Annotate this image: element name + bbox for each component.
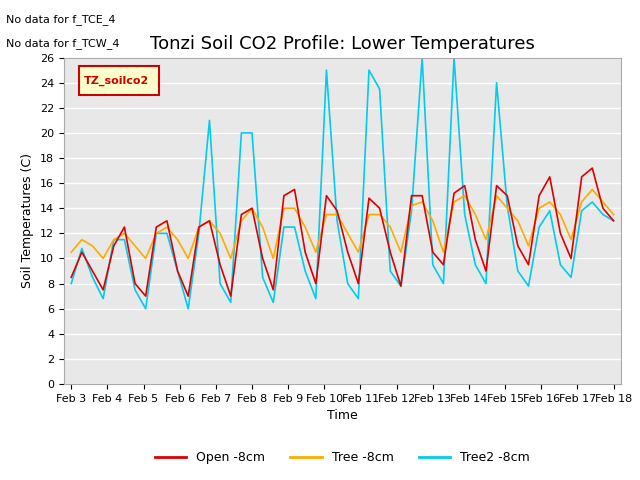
Y-axis label: Soil Temperatures (C): Soil Temperatures (C) xyxy=(22,153,35,288)
Tree -8cm xyxy=(429,218,436,224)
Tree2 -8cm xyxy=(333,218,341,224)
Open -8cm xyxy=(110,243,118,249)
Title: Tonzi Soil CO2 Profile: Lower Temperatures: Tonzi Soil CO2 Profile: Lower Temperatur… xyxy=(150,35,535,53)
Tree -8cm xyxy=(333,212,341,217)
Open -8cm xyxy=(610,218,618,224)
Line: Tree2 -8cm: Tree2 -8cm xyxy=(71,58,614,309)
Open -8cm xyxy=(67,275,75,280)
Tree -8cm xyxy=(408,203,415,209)
Open -8cm xyxy=(408,193,415,199)
Tree -8cm xyxy=(610,212,618,217)
Tree -8cm xyxy=(67,249,75,255)
Tree2 -8cm xyxy=(610,218,618,224)
Text: No data for f_TCE_4: No data for f_TCE_4 xyxy=(6,14,116,25)
X-axis label: Time: Time xyxy=(327,409,358,422)
Tree2 -8cm xyxy=(142,306,150,312)
Tree -8cm xyxy=(588,187,596,192)
Tree2 -8cm xyxy=(408,208,415,214)
Tree2 -8cm xyxy=(365,67,373,73)
Tree2 -8cm xyxy=(440,281,447,287)
Open -8cm xyxy=(333,208,341,214)
Tree -8cm xyxy=(120,230,128,236)
Tree -8cm xyxy=(365,212,373,217)
Open -8cm xyxy=(429,249,436,255)
Tree2 -8cm xyxy=(110,237,118,242)
Text: TZ_soilco2: TZ_soilco2 xyxy=(84,75,149,86)
Tree2 -8cm xyxy=(269,300,277,305)
Open -8cm xyxy=(588,165,596,171)
Tree -8cm xyxy=(269,255,277,261)
Open -8cm xyxy=(269,287,277,293)
Line: Open -8cm: Open -8cm xyxy=(71,168,614,296)
Tree -8cm xyxy=(99,255,107,261)
Text: No data for f_TCW_4: No data for f_TCW_4 xyxy=(6,38,120,49)
Line: Tree -8cm: Tree -8cm xyxy=(71,190,614,258)
Legend: Open -8cm, Tree -8cm, Tree2 -8cm: Open -8cm, Tree -8cm, Tree2 -8cm xyxy=(150,446,534,469)
Tree2 -8cm xyxy=(419,55,426,60)
Open -8cm xyxy=(365,195,373,201)
Open -8cm xyxy=(142,293,150,299)
Tree2 -8cm xyxy=(67,281,75,287)
